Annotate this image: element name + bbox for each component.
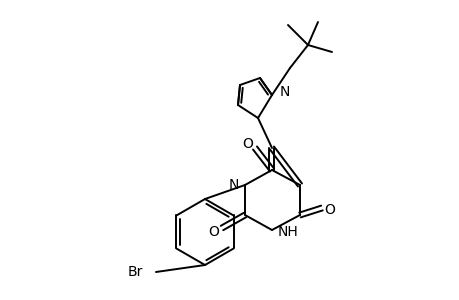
Text: N: N <box>280 85 290 99</box>
Text: Br: Br <box>127 265 143 279</box>
Text: O: O <box>208 225 219 239</box>
Text: O: O <box>242 137 253 151</box>
Text: O: O <box>324 203 335 217</box>
Text: NH: NH <box>277 225 298 239</box>
Text: N: N <box>228 178 239 192</box>
